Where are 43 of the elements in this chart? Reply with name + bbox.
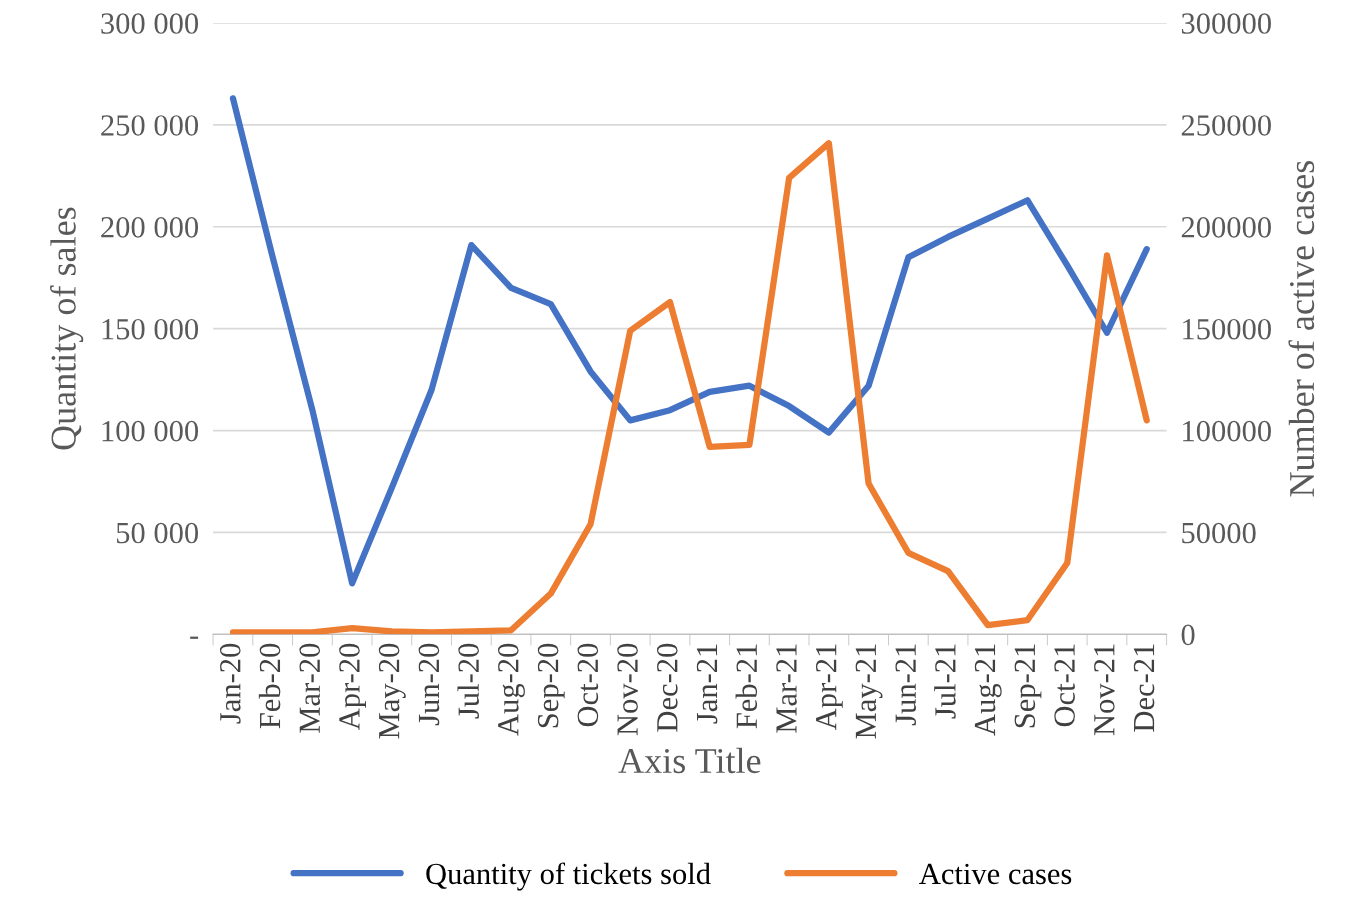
x-tick-label: Apr-21 bbox=[815, 644, 843, 731]
x-tick-label: Jan-21 bbox=[696, 644, 718, 724]
y-tick-label: 150 000 bbox=[102, 318, 199, 340]
x-tick-label: Dec-20 bbox=[656, 643, 678, 732]
y2-tick-label: 150000 bbox=[1183, 318, 1271, 340]
y2-tick-label: 200000 bbox=[1181, 217, 1271, 238]
y2-tick-label: 50000 bbox=[1182, 522, 1256, 544]
legend-label: Active cases bbox=[919, 863, 1072, 885]
x-tick-label: Jul-21 bbox=[934, 644, 956, 719]
y2-axis-title: Number of active cases bbox=[1288, 161, 1315, 497]
x-tick-label: Mar-21 bbox=[776, 644, 797, 733]
y-tick-label: 300 000 bbox=[101, 13, 199, 34]
x-tick-label: Jun-20 bbox=[418, 643, 440, 726]
x-tick-label: Mar-20 bbox=[299, 643, 321, 733]
x-tick-label: Apr-20 bbox=[339, 643, 366, 731]
x-tick-label: Jul-20 bbox=[457, 643, 479, 719]
y2-tick-label: 300000 bbox=[1181, 13, 1271, 34]
x-axis-title: Axis Title bbox=[618, 747, 761, 774]
y-tick-label: 250 000 bbox=[101, 115, 199, 136]
y-tick-label: - bbox=[190, 636, 199, 639]
x-tick-label: May-21 bbox=[855, 644, 883, 739]
x-tick-label: Jan-20 bbox=[219, 643, 241, 724]
y2-tick-label: 100000 bbox=[1183, 420, 1271, 442]
x-tick-label: Oct-21 bbox=[1054, 644, 1075, 727]
x-tick-label: Aug-20 bbox=[498, 643, 525, 736]
legend-label: Quantity of tickets sold bbox=[426, 862, 711, 891]
y2-tick-label: 250000 bbox=[1181, 115, 1271, 136]
x-tick-label: Dec-21 bbox=[1133, 644, 1155, 732]
y-tick-label: 100 000 bbox=[102, 420, 199, 442]
x-tick-label: Feb-20 bbox=[258, 643, 281, 729]
y2-tick-label: 0 bbox=[1181, 624, 1195, 646]
x-tick-label: Jun-21 bbox=[895, 644, 916, 726]
x-tick-label: Sep-21 bbox=[1014, 644, 1042, 728]
x-tick-label: Sep-20 bbox=[537, 643, 565, 728]
y-tick-label: 200 000 bbox=[101, 217, 199, 238]
x-tick-label: Aug-21 bbox=[974, 644, 1002, 736]
x-tick-label: Oct-20 bbox=[577, 643, 599, 727]
y-axis-title: Quantity of sales bbox=[50, 207, 84, 450]
x-tick-label: Feb-21 bbox=[735, 644, 758, 729]
x-tick-label: Nov-20 bbox=[617, 643, 638, 736]
y-tick-label: 50 000 bbox=[116, 522, 199, 544]
x-tick-label: Nov-21 bbox=[1094, 644, 1115, 736]
x-tick-label: May-20 bbox=[378, 643, 406, 739]
